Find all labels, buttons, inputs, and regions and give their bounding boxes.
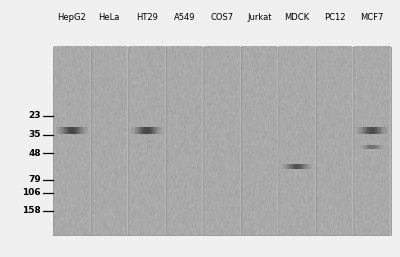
Text: Jurkat: Jurkat bbox=[247, 13, 272, 22]
Text: A549: A549 bbox=[174, 13, 195, 22]
Text: COS7: COS7 bbox=[210, 13, 234, 22]
Text: 35: 35 bbox=[29, 130, 41, 139]
Text: 79: 79 bbox=[28, 175, 41, 184]
Text: HeLa: HeLa bbox=[99, 13, 120, 22]
Bar bbox=[53, 47, 391, 235]
Text: PC12: PC12 bbox=[324, 13, 345, 22]
Text: MDCK: MDCK bbox=[284, 13, 310, 22]
Text: HepG2: HepG2 bbox=[58, 13, 86, 22]
Text: 106: 106 bbox=[22, 188, 41, 197]
Text: 23: 23 bbox=[29, 111, 41, 120]
Text: HT29: HT29 bbox=[136, 13, 158, 22]
Text: 158: 158 bbox=[22, 206, 41, 215]
Text: MCF7: MCF7 bbox=[360, 13, 384, 22]
Text: 48: 48 bbox=[28, 149, 41, 158]
